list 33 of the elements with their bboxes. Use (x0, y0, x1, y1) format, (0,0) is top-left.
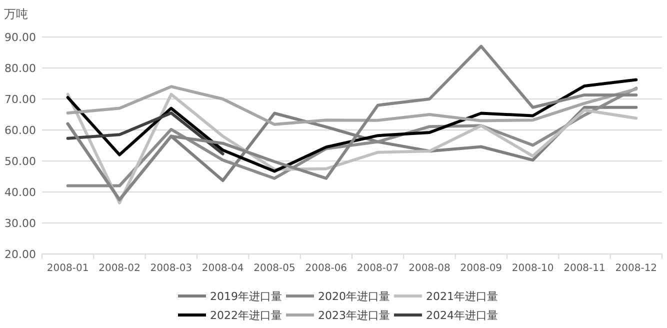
xtick: 2008-01 (46, 263, 89, 274)
legend-label: 2023年进口量 (318, 309, 390, 322)
legend-label: 2020年进口量 (318, 290, 390, 303)
xtick: 2008-02 (98, 263, 140, 274)
xtick: 2008-06 (305, 263, 348, 274)
xtick: 2008-12 (615, 263, 658, 274)
legend-label: 2024年进口量 (426, 309, 498, 322)
legend-label: 2022年进口量 (210, 309, 282, 322)
legend-item: 2023年进口量 (286, 309, 390, 322)
legend-label: 2021年进口量 (426, 290, 498, 303)
ytick: 70.00 (4, 93, 36, 106)
xtick: 2008-11 (564, 263, 606, 274)
ytick: 80.00 (4, 62, 36, 75)
legend-item: 2024年进口量 (394, 309, 498, 322)
xtick: 2008-04 (202, 263, 244, 274)
xtick: 2008-05 (254, 263, 296, 274)
xtick: 2008-08 (408, 263, 450, 274)
legend-item: 2020年进口量 (286, 290, 390, 303)
ytick: 40.00 (4, 186, 36, 199)
ytick: 60.00 (4, 124, 36, 137)
ytick: 20.00 (4, 248, 36, 261)
ytick: 50.00 (4, 155, 36, 168)
ylabel: 万吨 (4, 7, 28, 21)
legend-item: 2022年进口量 (178, 309, 282, 322)
legend-item: 2021年进口量 (394, 290, 498, 303)
ytick: 90.00 (4, 31, 36, 44)
xtick: 2008-09 (460, 263, 502, 274)
xtick: 2008-07 (356, 263, 399, 274)
legend-item: 2019年进口量 (178, 290, 282, 303)
xtick: 2008-10 (512, 263, 554, 274)
xtick: 2008-03 (150, 263, 192, 274)
legend-label: 2019年进口量 (210, 290, 282, 303)
ytick: 30.00 (4, 217, 36, 230)
